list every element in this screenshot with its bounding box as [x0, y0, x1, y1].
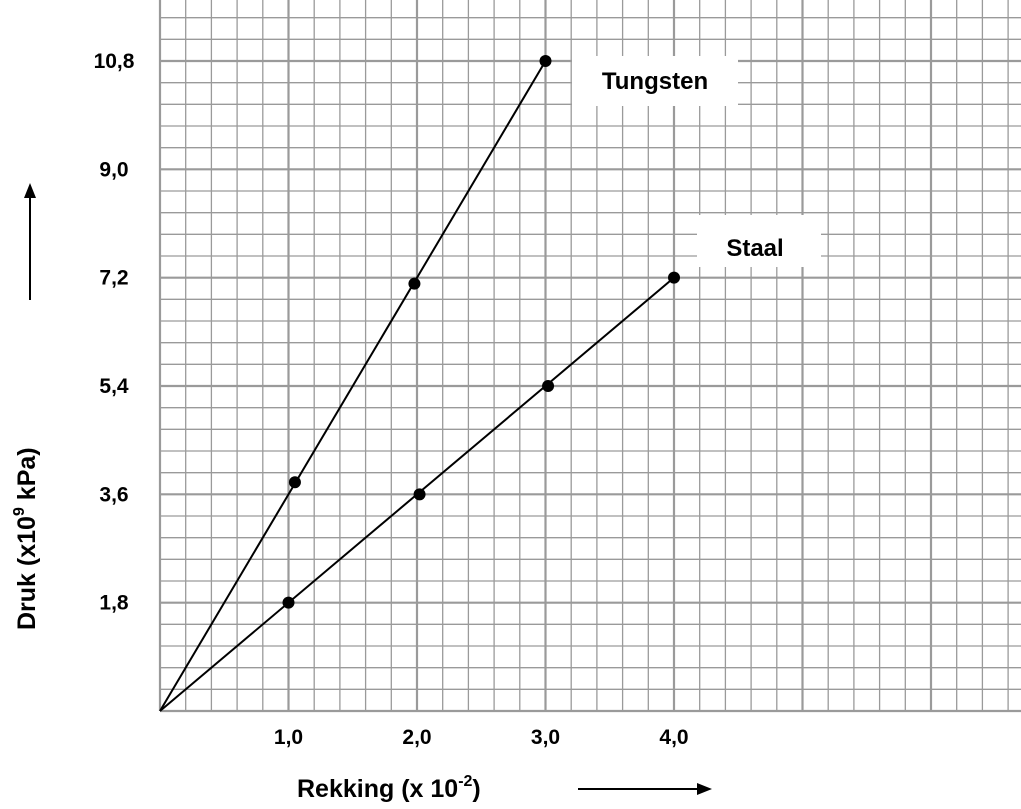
- y-tick-label: 9,0: [99, 158, 128, 181]
- series-line-tungsten: [159, 60, 547, 712]
- y-tick-label: 5,4: [99, 375, 129, 398]
- data-point-tungsten: [288, 476, 301, 489]
- data-point-tungsten: [408, 277, 421, 290]
- series-label-box-tungsten: [572, 56, 738, 106]
- x-tick-label: 2,0: [402, 726, 431, 749]
- data-points: [282, 55, 680, 609]
- y-tick-label: 1,8: [99, 592, 129, 615]
- data-point-staal: [413, 488, 426, 501]
- series-label-tungsten: Tungsten: [602, 68, 708, 95]
- x-axis-arrow: [578, 783, 712, 795]
- x-tick-label: 3,0: [531, 726, 560, 749]
- y-axis-tick-labels: 1,8 3,6 5,4 7,2 9,0 10,8: [94, 50, 135, 615]
- x-axis-tick-labels: 1,0 2,0 3,0 4,0: [274, 726, 689, 749]
- y-tick-label: 10,8: [94, 50, 135, 73]
- x-axis-title: Rekking (x 10-2): [297, 773, 481, 803]
- data-point-tungsten: [539, 55, 552, 67]
- x-tick-label: 1,0: [274, 726, 303, 749]
- y-tick-label: 3,6: [99, 483, 128, 506]
- y-tick-label: 7,2: [99, 267, 128, 290]
- grid: [158, 0, 1021, 713]
- series-label-staal: Staal: [726, 235, 783, 262]
- y-axis-title: Druk (x109 kPa): [11, 447, 41, 630]
- series-label-box-staal: [697, 215, 821, 267]
- y-axis-arrow: [24, 183, 36, 300]
- x-tick-label: 4,0: [659, 726, 688, 749]
- data-point-staal: [668, 271, 680, 284]
- data-point-staal: [282, 596, 295, 609]
- data-point-staal: [542, 380, 555, 392]
